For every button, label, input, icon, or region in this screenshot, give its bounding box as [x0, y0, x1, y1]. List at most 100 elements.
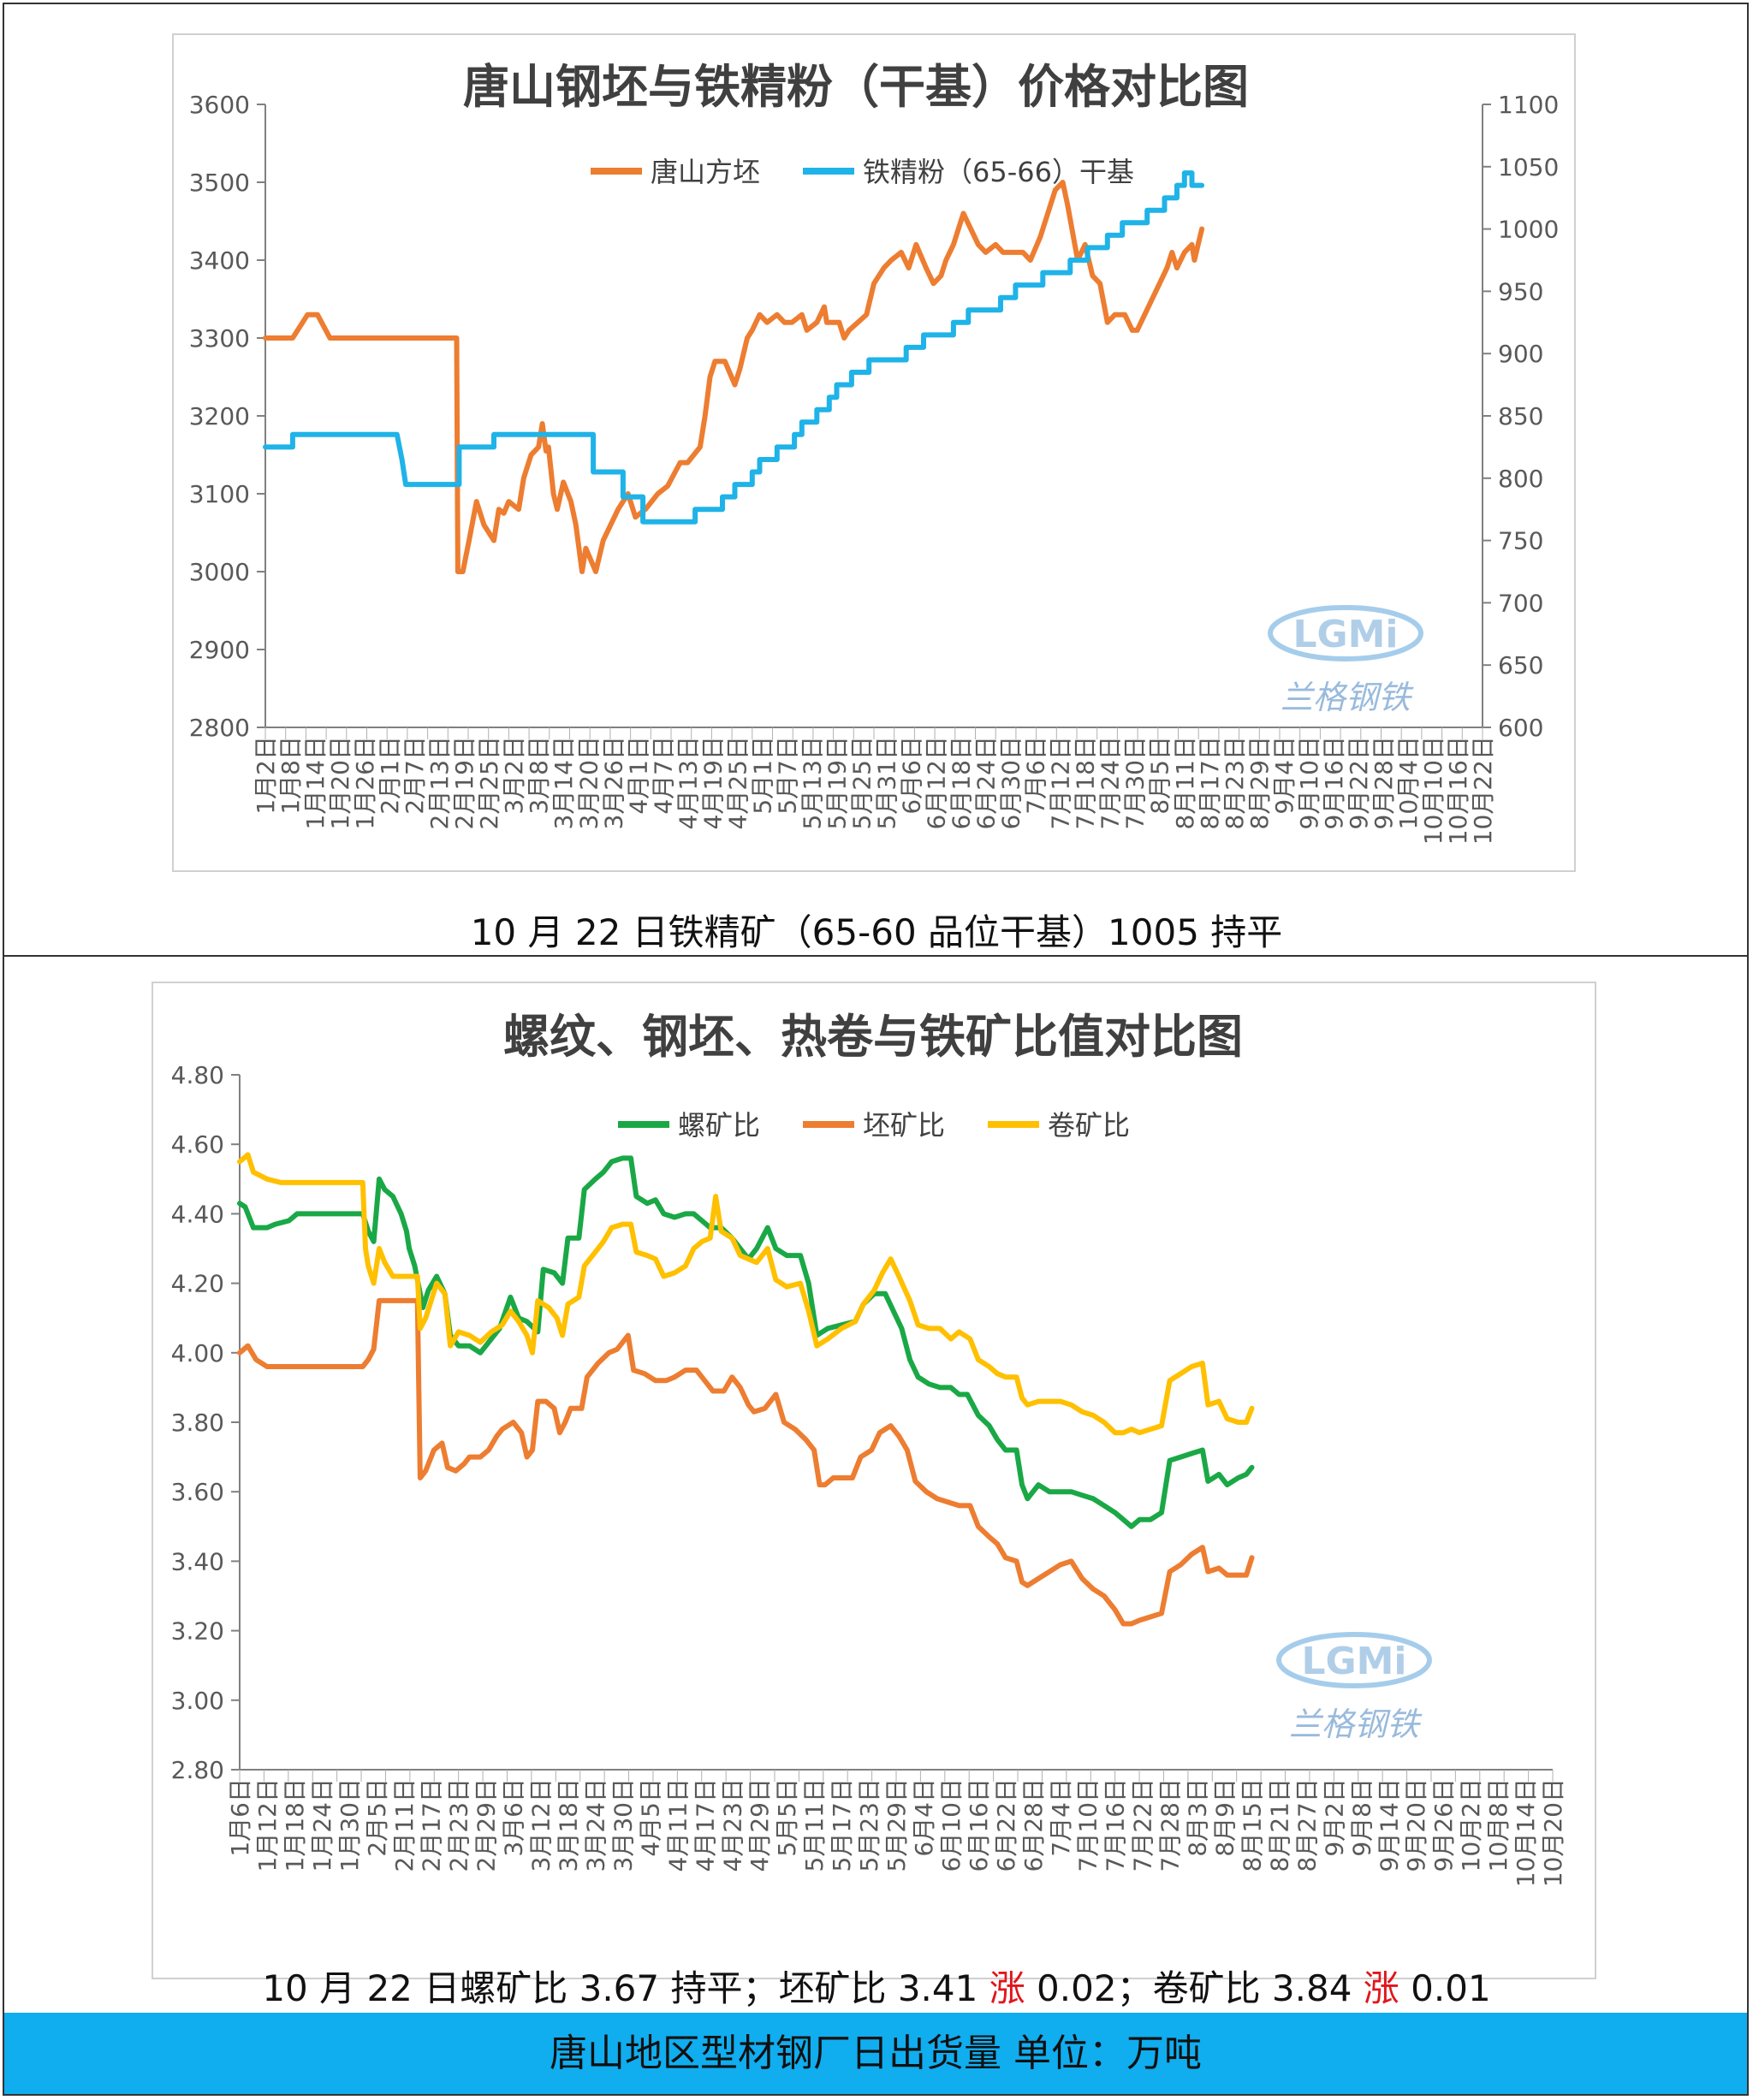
y-tick-label-right: 950 — [1498, 277, 1543, 306]
legend-label: 唐山方坯 — [651, 156, 760, 188]
x-tick-label: 4月29日 — [746, 1778, 774, 1872]
x-tick-label: 2月19日 — [450, 736, 478, 829]
y-tick-label-left: 4.80 — [171, 1061, 224, 1089]
chart-frame — [152, 982, 1596, 1979]
legend-label: 铁精粉（65-66）干基 — [863, 156, 1134, 188]
y-tick-label-left: 3600 — [189, 91, 250, 119]
x-tick-label: 9月28日 — [1370, 736, 1398, 829]
caption-ratio-text-2: 0.02；卷矿比 3.84 — [1025, 1967, 1364, 2009]
x-tick-label: 7月22日 — [1129, 1778, 1157, 1872]
x-tick-label: 8月11日 — [1171, 736, 1199, 829]
x-tick-label: 5月29日 — [882, 1778, 911, 1872]
x-tick-label: 2月17日 — [418, 1778, 446, 1872]
caption-ratio-text-1: 10 月 22 日螺矿比 3.67 持平；坯矿比 3.41 — [262, 1967, 989, 2009]
x-tick-label: 1月6日 — [226, 1778, 254, 1857]
x-tick-label: 7月16日 — [1102, 1778, 1130, 1872]
x-tick-label: 4月7日 — [649, 736, 677, 815]
x-tick-label: 3月24日 — [581, 1778, 609, 1872]
x-tick-label: 7月30日 — [1121, 736, 1150, 829]
logo-ring — [1276, 1632, 1432, 1688]
x-tick-label: 8月5日 — [1146, 736, 1174, 815]
x-tick-label: 2月7日 — [401, 736, 429, 815]
y-tick-label-left: 4.20 — [171, 1270, 224, 1298]
x-tick-label: 1月24日 — [308, 1778, 336, 1872]
x-tick-label: 10月10日 — [1419, 736, 1447, 845]
x-tick-label: 9月20日 — [1402, 1778, 1430, 1872]
x-tick-label: 4月1日 — [624, 736, 652, 815]
series-line — [237, 1297, 1255, 1627]
x-tick-label: 3月26日 — [599, 736, 627, 829]
x-tick-label: 7月6日 — [1022, 736, 1050, 815]
x-tick-label: 10月8日 — [1484, 1778, 1512, 1872]
y-tick-label-right: 1100 — [1498, 91, 1559, 119]
x-tick-label: 3月2日 — [500, 736, 528, 815]
x-tick-label: 10月22日 — [1469, 736, 1497, 845]
y-tick-label-left: 3500 — [189, 169, 250, 197]
x-tick-label: 8月9日 — [1211, 1778, 1239, 1857]
y-tick-label-left: 3400 — [189, 246, 250, 275]
x-tick-label: 7月12日 — [1047, 736, 1075, 829]
y-tick-label-right: 600 — [1498, 714, 1543, 742]
x-tick-label: 2月5日 — [363, 1778, 391, 1857]
y-tick-label-left: 4.40 — [171, 1200, 224, 1228]
x-tick-label: 1月18日 — [281, 1778, 309, 1872]
x-tick-label: 3月14日 — [550, 736, 578, 829]
y-tick-label-left: 3.80 — [171, 1409, 224, 1437]
x-tick-label: 2月23日 — [445, 1778, 473, 1872]
x-tick-label: 1月8日 — [276, 736, 305, 815]
x-tick-label: 7月4日 — [1047, 1778, 1075, 1857]
x-tick-label: 9月2日 — [1320, 1778, 1348, 1857]
x-tick-label: 5月13日 — [798, 736, 826, 829]
x-tick-label: 4月5日 — [636, 1778, 664, 1857]
x-tick-label: 4月17日 — [691, 1778, 719, 1872]
x-tick-label: 9月26日 — [1429, 1778, 1458, 1872]
y-tick-label-left: 4.60 — [171, 1130, 224, 1159]
x-tick-label: 6月30日 — [997, 736, 1025, 829]
chart-iron-billet-price: 唐山钢坯与铁精粉（干基）价格对比图 2800 2900 3000 3100 3200 330… — [172, 33, 1576, 872]
y-tick-label-right: 650 — [1498, 651, 1543, 679]
logo-ring — [1268, 605, 1423, 661]
y-tick-label-left: 3.60 — [171, 1478, 224, 1506]
x-tick-label: 5月25日 — [847, 736, 876, 829]
x-tick-label: 5月5日 — [773, 1778, 801, 1857]
y-tick-label-right: 1050 — [1498, 153, 1559, 181]
series-line — [263, 170, 1205, 525]
x-tick-label: 9月4日 — [1270, 736, 1298, 815]
x-tick-label: 5月23日 — [855, 1778, 883, 1872]
y-tick-label-left: 3300 — [189, 324, 250, 353]
x-tick-label: 3月18日 — [555, 1778, 583, 1872]
y-tick-label-left: 2900 — [189, 636, 250, 664]
x-tick-label: 3月8日 — [525, 736, 553, 815]
x-tick-label: 1月30日 — [336, 1778, 364, 1872]
x-tick-label: 6月6日 — [898, 736, 926, 815]
x-tick-label: 8月3日 — [1184, 1778, 1212, 1857]
x-tick-label: 8月27日 — [1292, 1778, 1321, 1872]
x-tick-label: 4月13日 — [674, 736, 702, 829]
x-tick-label: 2月13日 — [425, 736, 454, 829]
x-tick-label: 7月10日 — [1074, 1778, 1102, 1872]
watermark-logo: LGMi — [1292, 613, 1398, 656]
series-line — [237, 1152, 1255, 1436]
y-tick-label-right: 700 — [1498, 589, 1543, 617]
x-tick-label: 5月31日 — [873, 736, 901, 829]
x-tick-label: 6月16日 — [965, 1778, 993, 1872]
x-tick-label: 2月29日 — [472, 1778, 501, 1872]
legend-label: 螺矿比 — [678, 1109, 760, 1142]
y-tick-label-left: 3.00 — [171, 1687, 224, 1715]
watermark-logo: LGMi — [1301, 1640, 1406, 1683]
y-tick-label-right: 850 — [1498, 402, 1543, 430]
caption-ratio-text-3: 0.01 — [1399, 1967, 1491, 2009]
y-tick-label-left: 3.20 — [171, 1617, 224, 1646]
x-tick-label: 5月7日 — [773, 736, 801, 815]
rise-label: 涨 — [989, 1967, 1025, 2009]
x-tick-label: 4月25日 — [723, 736, 752, 829]
caption-ratio-summary: 10 月 22 日螺矿比 3.67 持平；坯矿比 3.41 涨 0.02；卷矿比… — [0, 1960, 1753, 2012]
y-tick-label-left: 2800 — [189, 714, 250, 742]
chart-ore-ratio: 螺纹、钢坯、热卷与铁矿比值对比图 2.80 3.00 3.20 3.40 3.60 3.80… — [152, 982, 1596, 1979]
x-tick-label: 5月1日 — [748, 736, 776, 815]
x-tick-label: 1月26日 — [351, 736, 379, 829]
watermark-text: 兰格钢铁 — [1281, 679, 1414, 716]
x-tick-label: 2月11日 — [390, 1778, 419, 1872]
y-tick-label-right: 750 — [1498, 527, 1543, 555]
y-tick-label-left: 3200 — [189, 402, 250, 430]
